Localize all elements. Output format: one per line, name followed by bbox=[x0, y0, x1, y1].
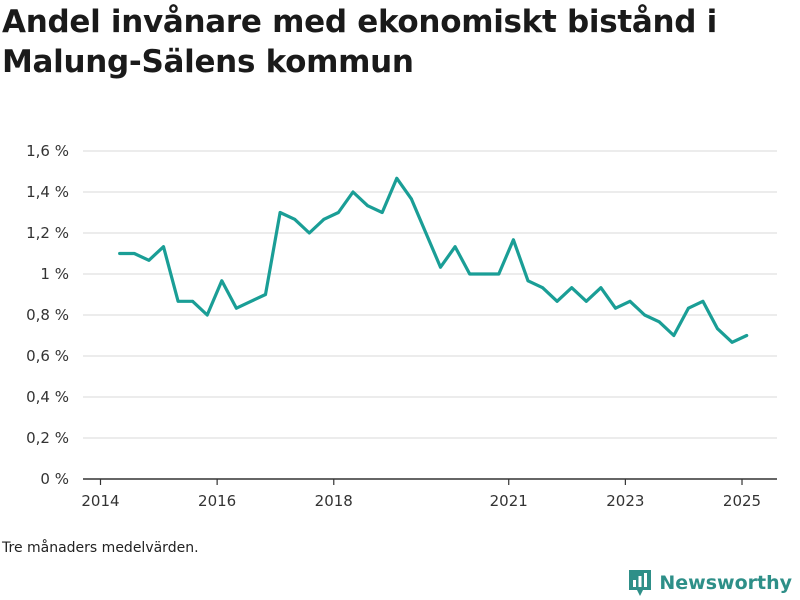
y-tick-label: 0,8 % bbox=[26, 306, 69, 324]
y-tick-label: 1 % bbox=[40, 265, 69, 283]
y-tick-label: 1,6 % bbox=[26, 142, 69, 160]
series-layer bbox=[118, 176, 749, 344]
y-tick-label: 1,2 % bbox=[26, 224, 69, 242]
data-point bbox=[555, 299, 559, 303]
newsworthy-logo-icon bbox=[629, 570, 652, 596]
series-line bbox=[118, 176, 749, 344]
data-point bbox=[234, 306, 238, 310]
data-point bbox=[132, 252, 136, 255]
data-point bbox=[278, 211, 282, 214]
data-point bbox=[643, 313, 647, 317]
data-point bbox=[468, 272, 472, 276]
data-point bbox=[570, 286, 574, 290]
chart-title: Andel invånare med ekonomiskt bistånd i … bbox=[2, 4, 717, 80]
x-tick-label: 2016 bbox=[198, 492, 236, 510]
data-point bbox=[599, 286, 603, 290]
data-point bbox=[380, 211, 384, 214]
data-point bbox=[424, 231, 428, 235]
data-point bbox=[162, 245, 165, 249]
data-point bbox=[264, 293, 267, 296]
data-point bbox=[701, 299, 705, 303]
data-point bbox=[745, 334, 749, 337]
x-tick-label: 2021 bbox=[490, 492, 528, 510]
data-point bbox=[337, 211, 340, 214]
data-point bbox=[716, 327, 719, 331]
data-point bbox=[395, 176, 399, 180]
data-point bbox=[220, 279, 224, 283]
y-axis-ticks: 0 % 0,2 % 0,4 % 0,6 % 0,8 % 1 % 1,2 % 1,4 % 1,6 … bbox=[26, 142, 69, 488]
data-point bbox=[147, 258, 151, 262]
data-point bbox=[322, 217, 326, 221]
data-point bbox=[409, 197, 413, 201]
data-point bbox=[176, 299, 180, 303]
data-point bbox=[118, 252, 122, 255]
data-point bbox=[526, 279, 530, 283]
y-tick-label: 0 % bbox=[40, 470, 69, 488]
data-point bbox=[511, 238, 515, 242]
data-point bbox=[293, 217, 297, 221]
data-point bbox=[730, 340, 734, 344]
data-point bbox=[614, 306, 617, 310]
x-axis: 2014 2016 2018 2021 2023 2025 bbox=[81, 478, 777, 510]
y-tick-label: 0,4 % bbox=[26, 388, 69, 406]
data-point bbox=[482, 272, 486, 276]
x-tick-label: 2018 bbox=[315, 492, 353, 510]
data-point bbox=[657, 320, 661, 324]
x-tick-label: 2023 bbox=[606, 492, 644, 510]
grid-lines bbox=[83, 150, 777, 439]
data-point bbox=[191, 299, 195, 303]
footnote: Tre månaders medelvärden. bbox=[2, 540, 199, 556]
x-tick-label: 2014 bbox=[81, 492, 119, 510]
data-point bbox=[439, 265, 442, 269]
newsworthy-logo[interactable]: Newsworthy bbox=[627, 568, 792, 598]
y-tick-label: 0,6 % bbox=[26, 347, 69, 365]
data-point bbox=[584, 299, 588, 303]
data-point bbox=[541, 286, 544, 290]
data-point bbox=[453, 245, 457, 249]
data-point bbox=[497, 272, 501, 276]
y-tick-label: 0,2 % bbox=[26, 429, 69, 447]
data-point bbox=[628, 299, 632, 303]
data-point bbox=[351, 190, 355, 194]
x-tick-label: 2025 bbox=[723, 492, 761, 510]
data-point bbox=[366, 204, 369, 208]
data-point bbox=[672, 334, 676, 337]
brand-name: Newsworthy bbox=[659, 572, 792, 594]
data-point bbox=[249, 299, 253, 303]
data-point bbox=[686, 306, 690, 310]
line-chart: 0 % 0,2 % 0,4 % 0,6 % 0,8 % 1 % 1,2 % 1,4 % 1,6 … bbox=[26, 142, 777, 510]
y-tick-label: 1,4 % bbox=[26, 183, 69, 201]
data-point bbox=[307, 231, 311, 235]
data-point bbox=[205, 313, 209, 317]
